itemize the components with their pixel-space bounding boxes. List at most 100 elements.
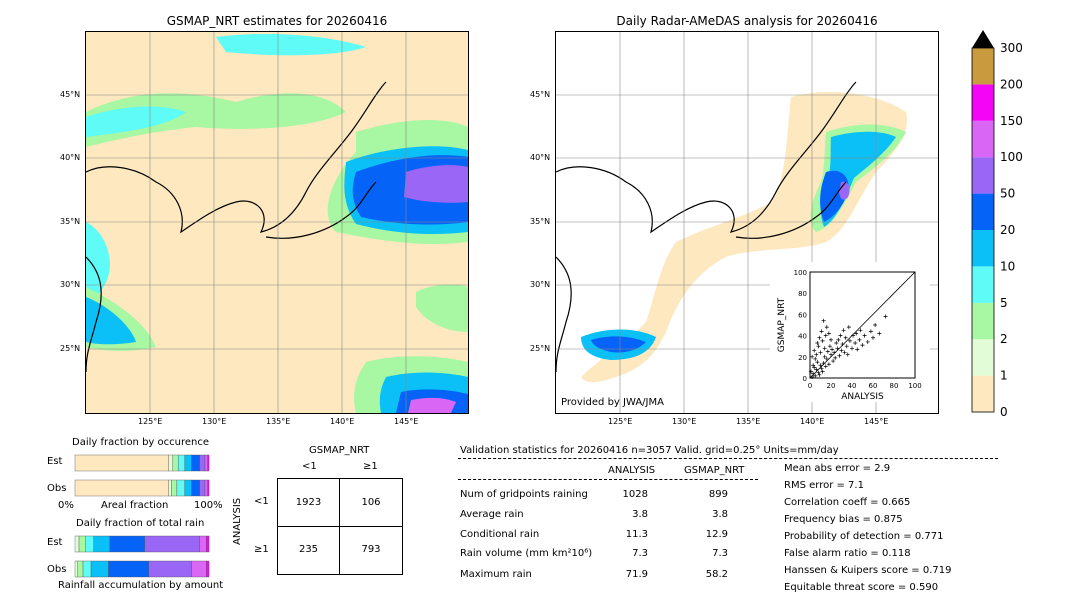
scatter-point [824,356,829,361]
colorbar-segment [972,48,994,85]
validation-rule [458,458,998,459]
right-lon-125: 125°E [608,417,633,426]
left-lat-30: 30°N [60,280,81,289]
col-analysis: ANALYSIS [608,465,656,476]
scatter-inset: 0 20 40 60 80 100 0 20 40 60 80 100 ANALYSIS GSMAP_NR… [770,262,930,402]
stat-gsmap-1: 3.8 [712,509,728,520]
occ-svg [74,454,210,497]
fraction-bar-segment [78,535,86,553]
scatter-point [816,370,821,375]
colorbar-label: 0 [1000,405,1008,418]
left-lat-40: 40°N [60,153,81,162]
provider-credit: Provided by JWA/JMA [561,397,664,408]
scatter-point [851,333,856,338]
colorbar-label: 5 [1000,296,1008,310]
fraction-bar-segment [184,454,192,472]
fraction-bar-segment [191,479,200,497]
scatter-point [843,335,848,340]
right-lon-135: 135°E [736,417,761,426]
scatter-point [873,323,878,327]
score-1: RMS error = 7.1 [784,480,864,491]
scatter-ylabel: GSMAP_NRT [777,297,787,352]
score-3: Frequency bias = 0.875 [784,514,903,525]
rain-bars [74,532,210,580]
fraction-bar-segment [172,454,179,472]
scatter-point [816,344,821,349]
score-4: Probability of detection = 0.771 [784,531,944,542]
stat-analysis-0: 1028 [622,489,648,500]
scatter-point [823,364,828,369]
stat-label-0: Num of gridpoints raining [460,489,588,500]
score-0: Mean abs error = 2.9 [784,463,891,474]
ct-col-ge1: ≥1 [363,461,378,472]
scatter-point [850,346,854,351]
colorbar-segment [972,339,994,376]
occ-xlabel-left: 0% [58,500,74,511]
scatter-point [830,347,835,352]
scatter-point [824,325,829,330]
scatter-point [860,343,865,348]
col-gsmap: GSMAP_NRT [684,465,745,476]
ct-cell-10: 235 [298,544,319,555]
scatter-point [818,363,823,368]
colorbar-label: 150 [1000,114,1023,128]
scatter-point [855,347,860,352]
scatter-xtick: 0 [808,382,812,390]
scatter-point [842,350,847,355]
colorbar-segment [972,157,994,194]
scatter-frame [809,271,916,379]
fraction-bar-segment [206,535,210,553]
scatter-point [854,331,859,336]
scatter-point [822,354,827,359]
scatter-point [838,333,843,338]
fraction-bar-segment [168,479,172,497]
scatter-point [819,366,824,371]
right-lon-145: 145°E [864,417,889,426]
scatter-point [826,331,831,336]
fraction-bar-segment [204,479,208,497]
scatter-ytick: 20 [798,354,807,362]
stat-analysis-3: 7.3 [632,548,648,559]
scatter-xtick: 20 [827,382,836,390]
scatter-xtick: 40 [848,382,857,390]
fraction-bar-segment [199,479,206,497]
score-7: Equitable threat score = 0.590 [784,582,939,593]
scatter-ytick: 0 [803,375,807,383]
stat-gsmap-2: 12.9 [705,529,728,540]
colorbar-segment [972,375,994,412]
rain-title: Daily fraction of total rain [76,518,205,529]
colorbar-label: 10 [1000,259,1015,273]
ct-row-title: ANALYSIS [232,497,243,545]
colorbar-svg: 0 1 2 5 10 20 50 100 150 200 300 [971,30,1023,419]
left-lon-140: 140°E [330,417,355,426]
colorbar-label: 300 [1000,41,1023,55]
scatter-point [813,356,818,361]
stat-analysis-2: 11.3 [625,529,648,540]
scatter-ytick: 100 [794,269,807,277]
colorbar-segment [972,120,994,158]
colorbar-label: 2 [1000,332,1008,346]
stat-label-2: Conditional rain [460,529,540,540]
fraction-bar-segment [199,454,206,472]
fraction-bar-segment [90,560,109,578]
scatter-point [821,318,826,323]
scatter-point [858,328,863,333]
left-lon-135: 135°E [266,417,291,426]
scatter-point [857,337,862,342]
fraction-bar-segment [74,560,78,578]
fraction-bar-segment [191,560,207,578]
colorbar-extend-arrow [972,30,994,48]
scatter-point [845,352,850,357]
left-map-svg [86,32,468,413]
ct-cell-11: 793 [361,544,381,555]
scatter-point [833,355,838,360]
scatter-point [841,328,846,333]
scatter-point [840,342,845,347]
scatter-point [822,346,827,351]
occ-title: Daily fraction by occurence [72,437,210,448]
fraction-bar-segment [176,479,186,497]
fraction-bar-segment [171,479,178,497]
colorbar-segment [972,84,994,121]
fraction-bar-segment [74,535,80,553]
occ-bars [74,451,210,499]
